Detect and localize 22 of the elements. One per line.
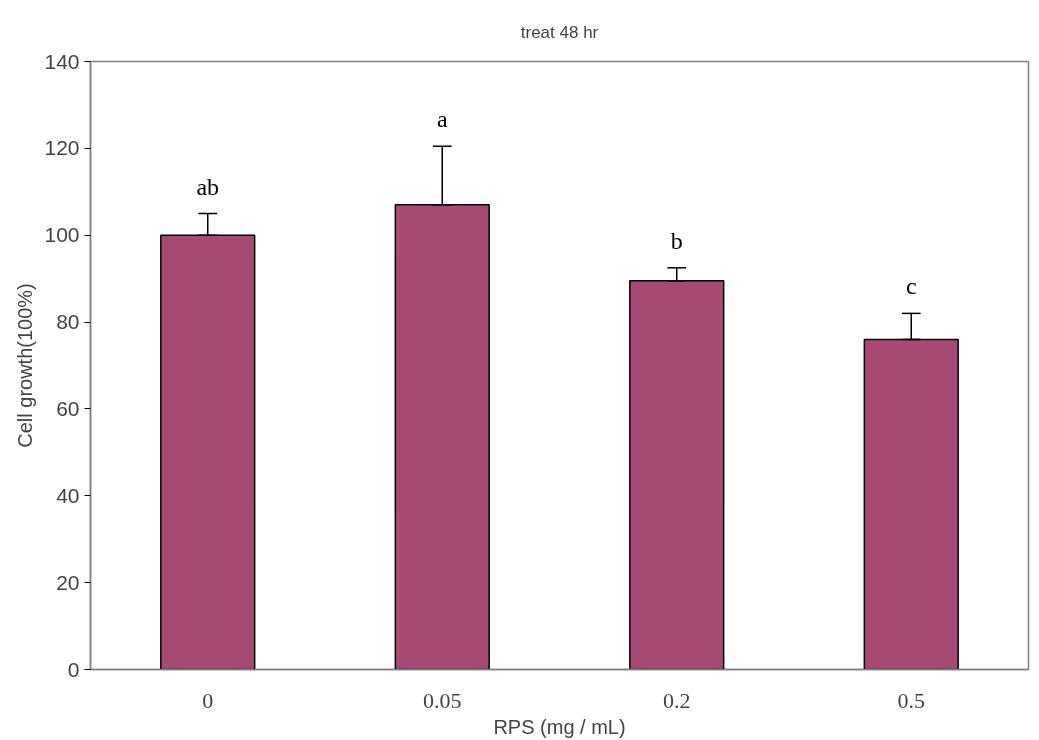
y-tick-label: 100 [44, 223, 80, 247]
x-tick-label: 0.2 [663, 687, 691, 713]
annotation: ab [196, 173, 220, 200]
bar [160, 234, 256, 670]
x-tick-label: 0.5 [897, 687, 925, 713]
y-tick-label: 120 [44, 136, 80, 160]
y-axis-title: Cell growth(100%) [14, 283, 37, 448]
y-tick-label: 40 [56, 483, 80, 507]
x-axis-title: RPS (mg / mL) [493, 715, 626, 738]
y-tick-label: 80 [56, 310, 80, 334]
annotation: a [436, 106, 448, 133]
bar [394, 204, 490, 670]
y-tick-label: 140 [44, 49, 80, 73]
y-tick-label: 0 [67, 657, 80, 681]
annotation: b [670, 227, 683, 254]
annotation: c [905, 273, 917, 300]
x-tick-label: 0 [202, 687, 214, 713]
y-tick-label: 60 [56, 396, 80, 420]
x-tick-label: 0.05 [423, 687, 462, 713]
y-tick-label: 20 [56, 570, 80, 594]
chart-title: treat 48 hr [520, 22, 599, 42]
bar [629, 280, 725, 670]
